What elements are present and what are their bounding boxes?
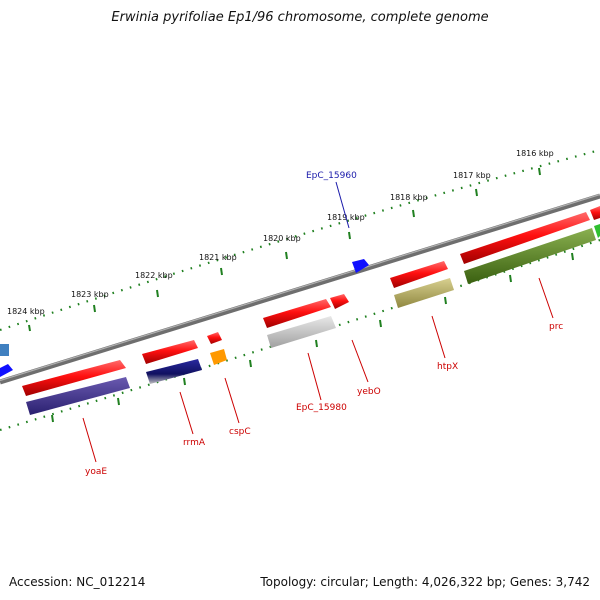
gene-feature xyxy=(0,364,13,377)
gene-label: yoaE xyxy=(85,467,107,477)
kbp-label: 1817 kbp xyxy=(453,171,491,180)
gene-feature xyxy=(0,344,9,356)
gene-feature xyxy=(390,261,448,288)
gene-feature xyxy=(594,224,600,238)
gene-feature xyxy=(26,377,130,415)
gene-feature xyxy=(142,340,198,364)
gene-label: cspC xyxy=(229,427,251,437)
kbp-label: 1820 kbp xyxy=(263,234,301,243)
kbp-label: 1821 kbp xyxy=(199,253,237,262)
genome-backbone xyxy=(0,193,600,385)
gene-feature xyxy=(263,299,331,328)
genome-summary-text: Topology: circular; Length: 4,026,322 bp… xyxy=(260,575,590,589)
gene-feature xyxy=(464,228,596,284)
kbp-label: 1816 kbp xyxy=(516,149,554,158)
kbp-label: 1824 kbp xyxy=(7,307,45,316)
gene-feature xyxy=(590,206,600,220)
reverse-strand-features xyxy=(26,224,600,415)
gene-feature xyxy=(207,332,222,344)
gene-feature xyxy=(267,316,336,348)
inner-major-ticks xyxy=(51,252,574,423)
kbp-label: 1818 kbp xyxy=(390,193,428,202)
gene-label: rrmA xyxy=(183,438,206,448)
gene-feature xyxy=(146,359,202,384)
gene-feature xyxy=(352,259,369,273)
outer-major-ticks xyxy=(28,167,541,332)
kbp-label: 1822 kbp xyxy=(135,271,173,280)
gene-label: EpC_15960 xyxy=(306,171,357,181)
forward-strand-features xyxy=(0,206,600,396)
gene-feature xyxy=(330,294,349,309)
kbp-label: 1823 kbp xyxy=(71,290,109,299)
gene-label: EpC_15980 xyxy=(296,403,347,413)
gene-label: htpX xyxy=(437,362,458,372)
gene-feature xyxy=(460,212,590,264)
gene-feature xyxy=(22,360,126,396)
genome-backbone-highlight xyxy=(0,193,600,382)
gene-label: yebO xyxy=(357,387,381,397)
accession-text: Accession: NC_012214 xyxy=(9,575,146,589)
gene-feature xyxy=(210,349,227,365)
leader-lines xyxy=(82,181,554,463)
gene-feature xyxy=(394,278,454,308)
gene-label: prc xyxy=(549,322,563,332)
map-title: Erwinia pyrifoliae Ep1/96 chromosome, co… xyxy=(111,10,489,25)
